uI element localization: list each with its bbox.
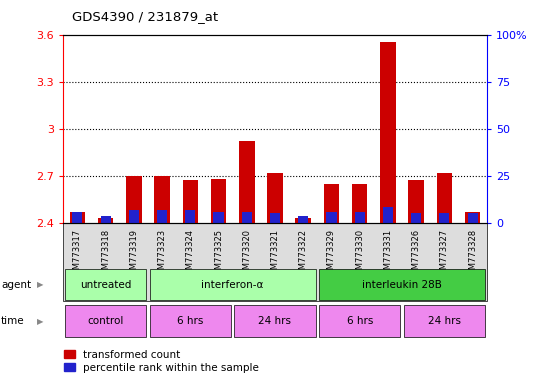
Text: GDS4390 / 231879_at: GDS4390 / 231879_at — [72, 10, 218, 23]
Bar — [439, 214, 449, 223]
Bar — [239, 141, 255, 223]
Bar — [295, 218, 311, 223]
Bar — [126, 176, 141, 223]
Bar — [129, 210, 139, 223]
Text: ▶: ▶ — [37, 316, 44, 326]
Bar — [267, 172, 283, 223]
Bar — [211, 179, 226, 223]
Bar — [183, 180, 198, 223]
Text: ▶: ▶ — [37, 280, 44, 289]
Text: interferon-α: interferon-α — [201, 280, 264, 290]
Bar — [324, 184, 339, 223]
Bar — [437, 172, 452, 223]
Bar — [157, 210, 167, 223]
Bar — [213, 212, 224, 223]
Text: interleukin 28B: interleukin 28B — [362, 280, 442, 290]
Bar — [72, 212, 82, 223]
Text: agent: agent — [1, 280, 31, 290]
Bar — [383, 207, 393, 223]
Bar — [326, 212, 337, 223]
Bar — [468, 214, 478, 223]
Bar — [270, 214, 280, 223]
Bar — [411, 214, 421, 223]
Bar — [70, 212, 85, 223]
Bar — [298, 217, 309, 223]
Legend: transformed count, percentile rank within the sample: transformed count, percentile rank withi… — [60, 346, 263, 377]
Text: 6 hrs: 6 hrs — [177, 316, 204, 326]
Text: untreated: untreated — [80, 280, 131, 290]
Text: 6 hrs: 6 hrs — [346, 316, 373, 326]
Bar — [98, 218, 113, 223]
Bar — [185, 210, 195, 223]
Bar — [241, 212, 252, 223]
Bar — [380, 42, 395, 223]
Text: time: time — [1, 316, 25, 326]
Bar — [352, 184, 367, 223]
Bar — [465, 212, 480, 223]
Bar — [155, 176, 170, 223]
Text: control: control — [87, 316, 124, 326]
Text: 24 hrs: 24 hrs — [428, 316, 461, 326]
Text: 24 hrs: 24 hrs — [258, 316, 292, 326]
Bar — [409, 180, 424, 223]
Bar — [355, 212, 365, 223]
Bar — [101, 217, 111, 223]
